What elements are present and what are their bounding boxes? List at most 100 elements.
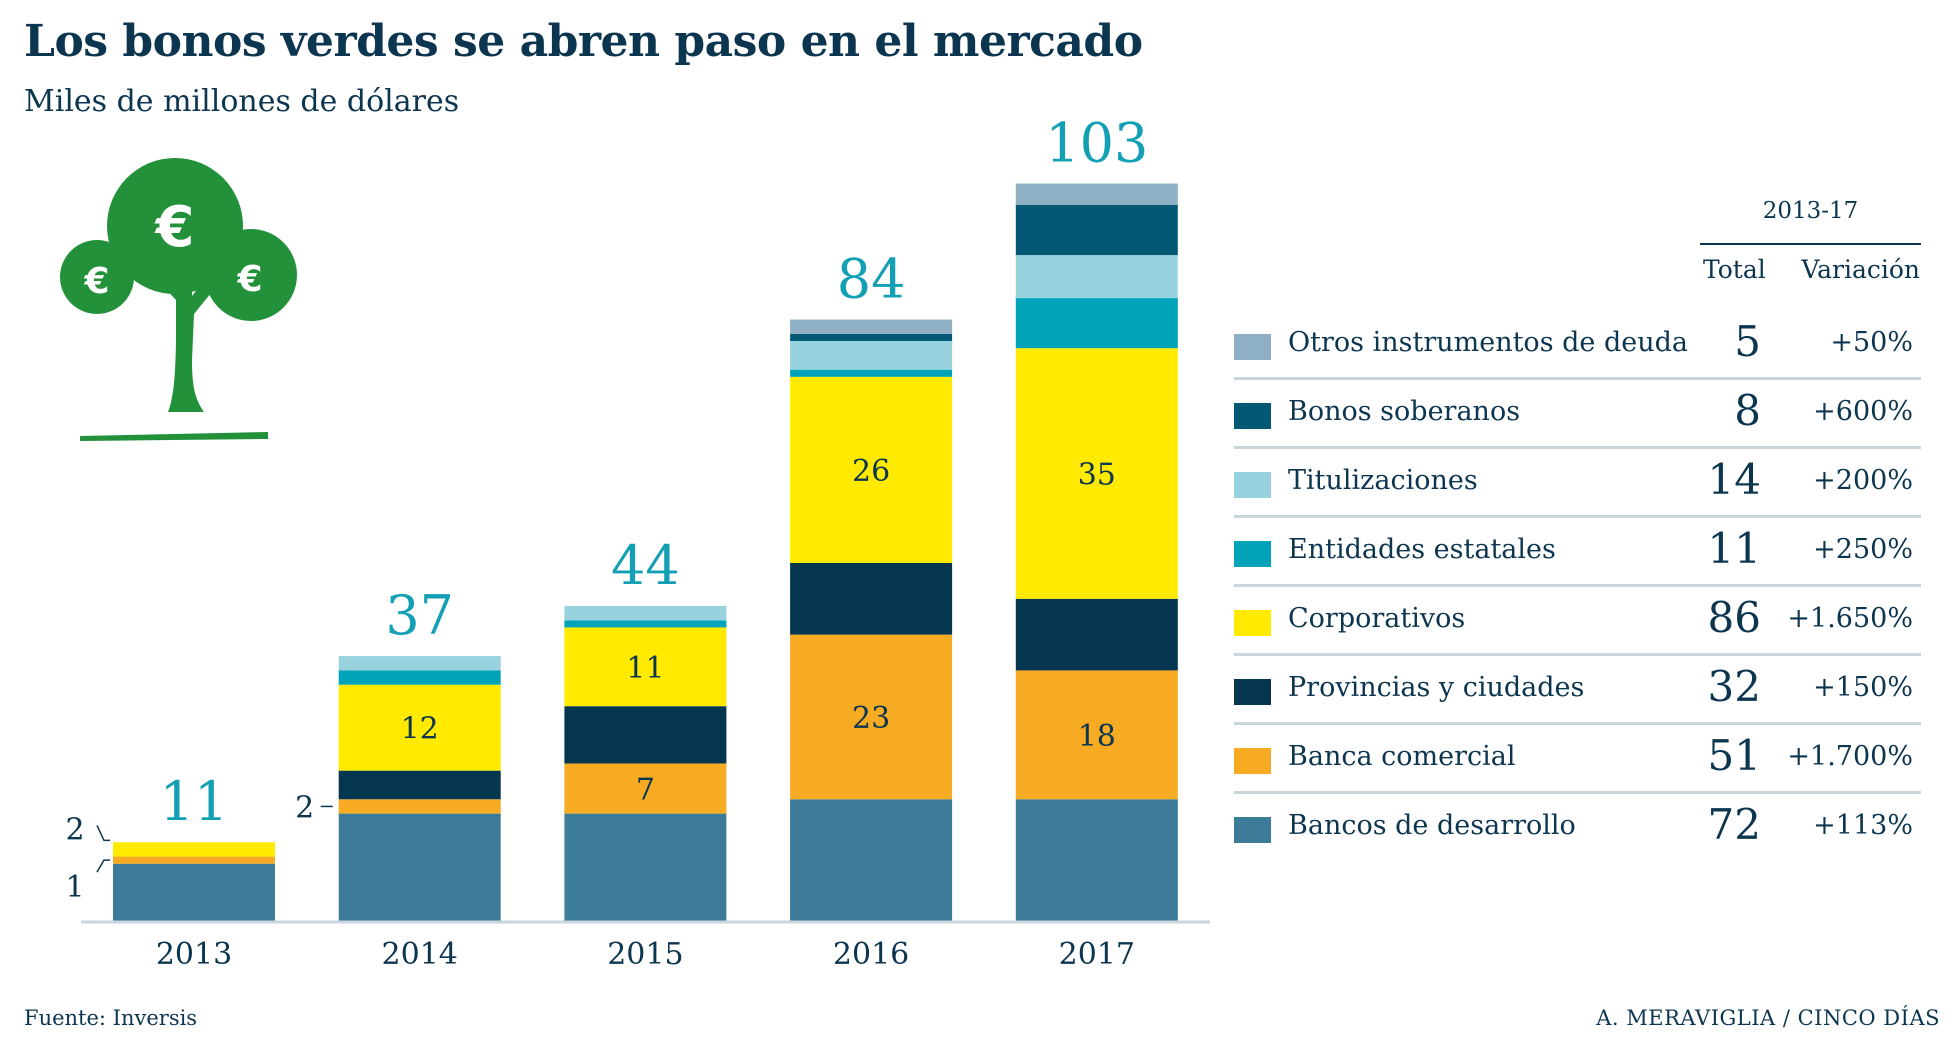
legend-variation: +1.650% (1787, 603, 1913, 634)
bar-segment-2017-provincias-y-ciudades (1015, 598, 1178, 671)
legend-total: 5 (1734, 317, 1761, 366)
data-label: 26 (852, 454, 890, 489)
annotation-label: 2 (65, 812, 84, 847)
bar-segment-2016-bonos-soberanos (790, 333, 953, 342)
bar-segment-2016-provincias-y-ciudades (790, 563, 953, 635)
legend-period-header: 2013-17 (1762, 198, 1859, 224)
data-label: 23 (852, 701, 890, 736)
legend-variation: +150% (1813, 672, 1913, 703)
legend-label: Bancos de desarrollo (1288, 810, 1576, 841)
bar-segment-2015-titulizaciones (564, 605, 727, 621)
legend-row: Provincias y ciudades 32 +150% (1234, 656, 1921, 725)
tree-crown-right (205, 229, 297, 321)
bar-segment-2013-bancos-de-desarrollo (113, 863, 275, 921)
total-label-2016: 84 (837, 248, 906, 311)
total-label-2014: 37 (385, 584, 454, 647)
bar-segment-2016-bancos-de-desarrollo (790, 799, 953, 921)
legend-variation: +200% (1813, 465, 1913, 496)
bar-segment-2014-provincias-y-ciudades (338, 770, 501, 800)
bar-segment-2016-corporativos (790, 376, 953, 563)
legend-variation: +600% (1813, 396, 1913, 427)
legend-swatch (1234, 541, 1271, 567)
euro-money-tree-icon: € € € (60, 158, 297, 441)
x-tick-label-2014: 2014 (382, 937, 458, 972)
data-label: 7 (636, 773, 655, 808)
legend-total-header: Total (1703, 255, 1766, 284)
legend-swatch (1234, 472, 1271, 498)
x-tick-label-2015: 2015 (607, 937, 683, 972)
x-tick-label-2013: 2013 (156, 937, 232, 972)
legend-swatch (1234, 334, 1271, 360)
legend-variation: +50% (1830, 327, 1913, 358)
bar-segment-2014-corporativos (338, 684, 501, 771)
legend-label: Bonos soberanos (1288, 396, 1521, 427)
total-label-2013: 11 (160, 770, 229, 833)
chart-title: Los bonos verdes se abren paso en el mer… (24, 16, 1143, 67)
bar-segment-2013-corporativos (113, 842, 275, 857)
legend-swatch (1234, 679, 1271, 705)
legend-total: 11 (1707, 524, 1761, 573)
data-label: 18 (1078, 719, 1116, 754)
credit-note: A. MERAVIGLIA / CINCO DÍAS (1596, 1006, 1940, 1030)
bar-segment-2017-bancos-de-desarrollo (1015, 799, 1178, 921)
legend-label: Titulizaciones (1288, 465, 1478, 496)
legend-label: Corporativos (1288, 603, 1466, 634)
legend-swatch (1234, 748, 1271, 774)
total-label-2017: 103 (1045, 112, 1148, 175)
euro-icon: € (154, 195, 195, 260)
legend-swatch (1234, 817, 1271, 843)
legend-label: Provincias y ciudades (1288, 672, 1585, 703)
legend-label: Otros instrumentos de deuda (1288, 327, 1689, 358)
legend-total: 86 (1707, 593, 1761, 642)
legend-total: 72 (1707, 800, 1761, 849)
legend-row: Otros instrumentos de deuda 5 +50% (1234, 311, 1921, 380)
legend-swatch (1234, 610, 1271, 636)
legend-variation: +1.700% (1787, 741, 1913, 772)
annotation-label: 1 (65, 870, 84, 905)
bar-segment-2015-banca-comercial (564, 763, 727, 814)
legend-row: Bonos soberanos 8 +600% (1234, 380, 1921, 449)
bar-segment-2016-banca-comercial (790, 634, 953, 800)
bar-segment-2014-entidades-estatales (338, 670, 501, 685)
euro-icon: € (83, 261, 109, 302)
legend-row: Banca comercial 51 +1.700% (1234, 725, 1921, 794)
bar-segment-2017-bonos-soberanos (1015, 205, 1178, 256)
legend-total: 32 (1707, 662, 1761, 711)
euro-icon: € (236, 259, 262, 300)
bar-segment-2017-corporativos (1015, 348, 1178, 599)
bar-segment-2017-otros-instrumentos-de-deuda (1015, 183, 1178, 205)
legend-row: Bancos de desarrollo 72 +113% (1234, 794, 1921, 863)
legend-label: Entidades estatales (1288, 534, 1556, 565)
data-label: 11 (626, 651, 664, 686)
total-label-2015: 44 (611, 534, 680, 597)
source-note: Fuente: Inversis (24, 1006, 198, 1030)
legend-label: Banca comercial (1288, 741, 1516, 772)
legend-total: 8 (1734, 386, 1761, 435)
legend-total: 51 (1707, 731, 1761, 780)
bar-segment-2014-banca-comercial (338, 799, 501, 814)
legend-swatch (1234, 403, 1271, 429)
legend-header-divider (1700, 243, 1921, 245)
bar-segment-2015-provincias-y-ciudades (564, 706, 727, 764)
annotation-label: 2 (295, 790, 314, 825)
legend-variation: +113% (1813, 810, 1913, 841)
bar-segment-2016-entidades-estatales (790, 369, 953, 377)
annotation-leader-line (96, 859, 110, 873)
legend-row: Entidades estatales 11 +250% (1234, 518, 1921, 587)
annotation-leader-line (96, 825, 110, 842)
data-label: 35 (1078, 458, 1116, 493)
legend-row: Titulizaciones 14 +200% (1234, 449, 1921, 518)
bar-segment-2017-entidades-estatales (1015, 298, 1178, 349)
legend-row: Corporativos 86 +1.650% (1234, 587, 1921, 656)
legend-total: 14 (1707, 455, 1761, 504)
bar-segment-2016-titulizaciones (790, 341, 953, 370)
x-tick-label-2017: 2017 (1059, 937, 1135, 972)
bar-segment-2015-entidades-estatales (564, 620, 727, 628)
ground-line (80, 432, 268, 441)
data-label: 12 (401, 712, 439, 747)
bar-segment-2014-titulizaciones (338, 656, 501, 671)
bar-segment-2013-banca-comercial (113, 856, 275, 864)
legend-variation-header: Variación (1801, 255, 1920, 284)
bar-segment-2017-banca-comercial (1015, 670, 1178, 800)
